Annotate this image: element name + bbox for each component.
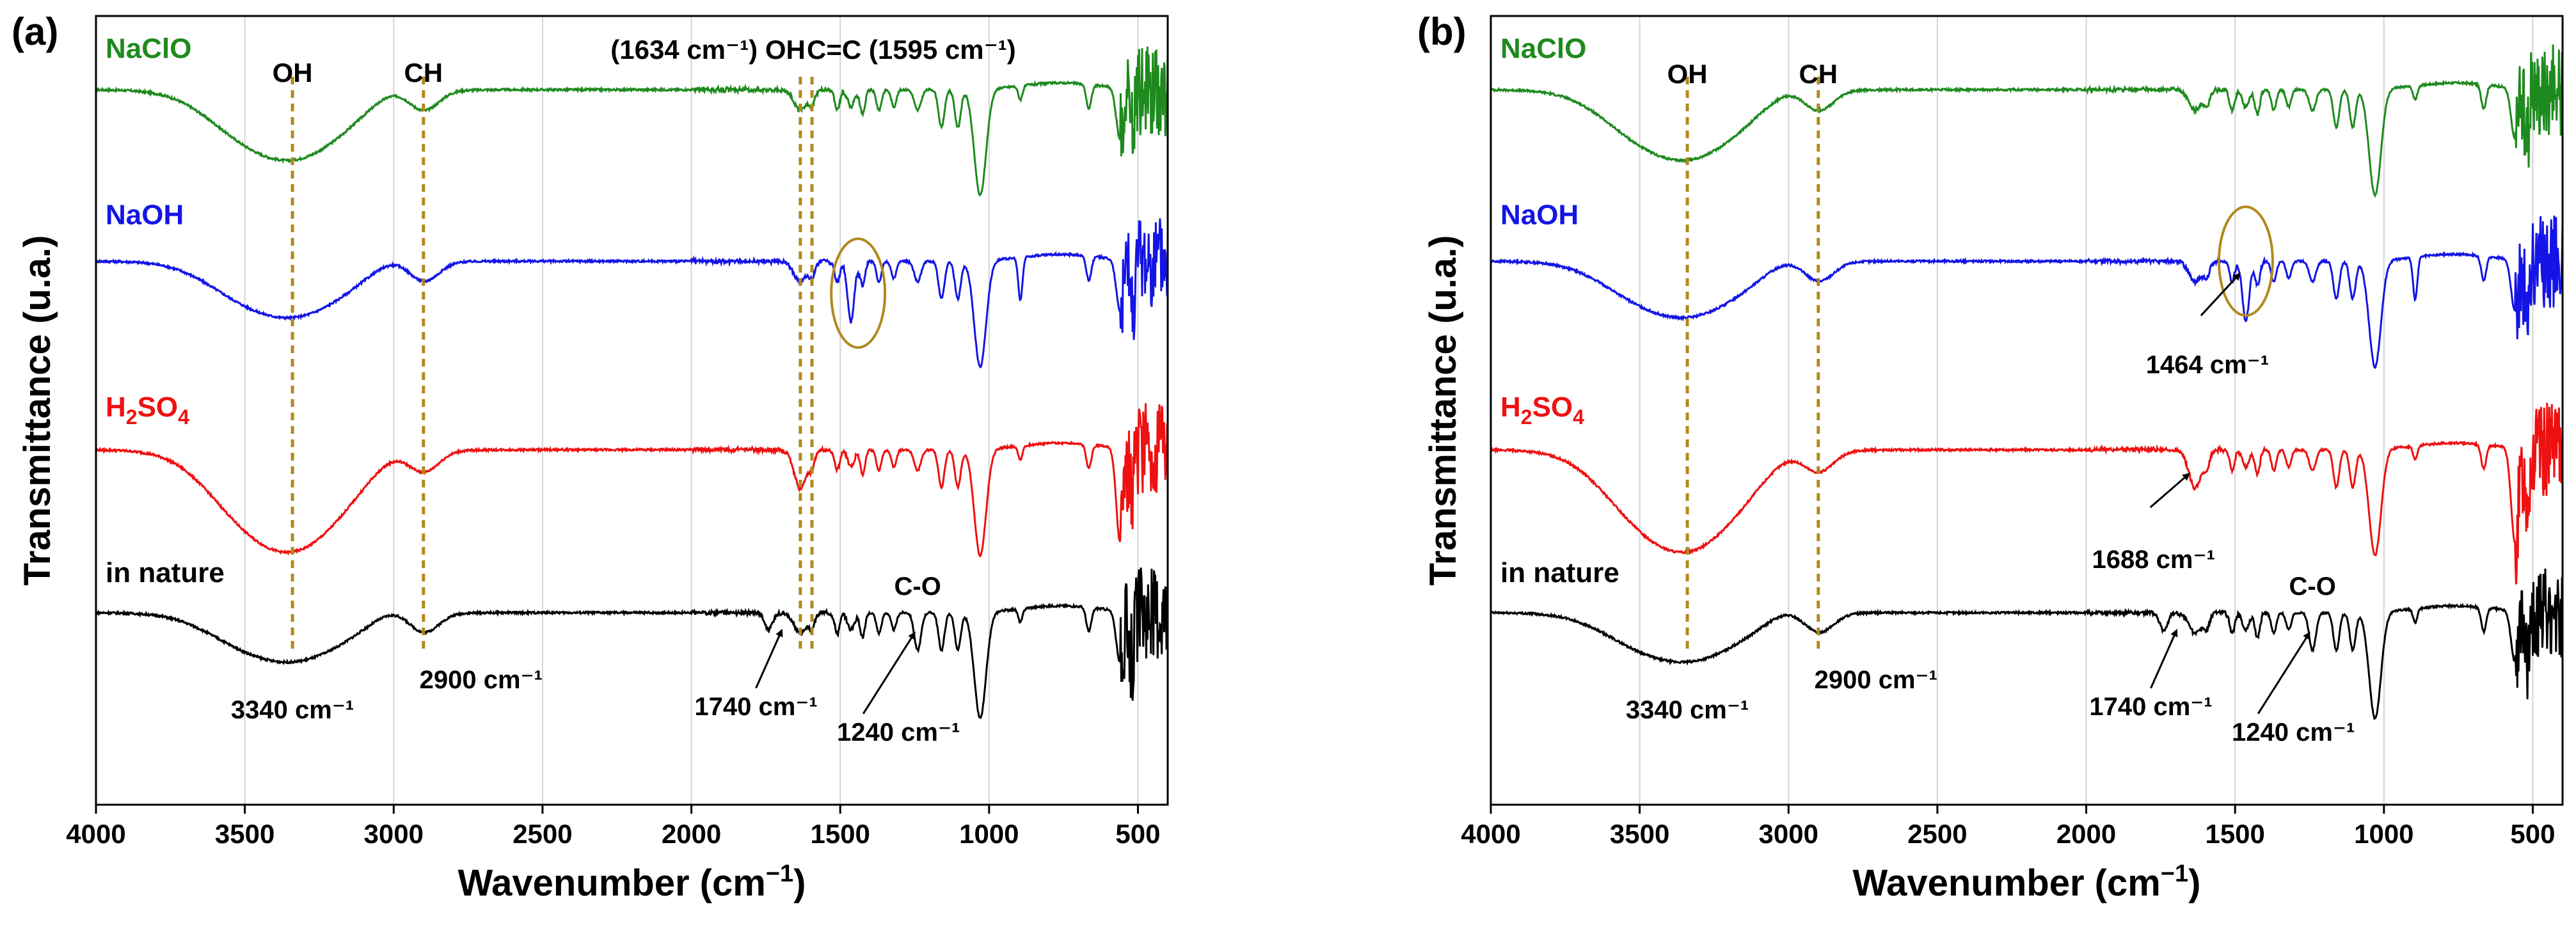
peak-label-3: C=C (1595 cm⁻¹) xyxy=(807,35,1016,65)
series-label-naoh: NaOH xyxy=(1500,199,1578,230)
series-label-nature: in nature xyxy=(106,557,225,589)
series-line-h2so4 xyxy=(1490,402,2564,585)
series-line-naclo xyxy=(95,46,1169,197)
annotation-2: 1740 cm⁻¹ xyxy=(2089,693,2212,721)
x-axis-title-close: ) xyxy=(2188,862,2200,904)
series-line-naclo xyxy=(1490,44,2564,198)
panel-label: (a) xyxy=(12,10,58,53)
panel-label: (b) xyxy=(1417,10,1467,53)
peak-label-0: OH xyxy=(1667,59,1708,89)
peak-label-1: CH xyxy=(1799,59,1838,89)
plot-frame xyxy=(1490,15,2564,806)
annotation-1: 2900 cm⁻¹ xyxy=(1815,666,1937,694)
grid-lines xyxy=(244,16,1139,805)
x-tick-label: 1000 xyxy=(2354,819,2413,849)
peak-label-0: OH xyxy=(273,58,313,88)
x-tick-label: 1500 xyxy=(2205,819,2264,849)
x-axis-title: Wavenumber (cm−1) xyxy=(458,860,806,904)
grid-lines xyxy=(1639,16,2534,805)
annotation-6: 1688 cm⁻¹ xyxy=(2092,546,2215,574)
y-axis-title: Transmittance (u.a.) xyxy=(1422,235,1464,586)
x-tick-label: 2000 xyxy=(662,819,721,849)
x-tick-label: 2000 xyxy=(2056,819,2116,849)
annotation-4: C-O xyxy=(894,573,941,601)
annotation-arrow-2 xyxy=(2150,629,2178,689)
plot-frame xyxy=(95,15,1169,806)
y-axis-title: Transmittance (u.a.) xyxy=(17,235,58,586)
x-tick-label: 3500 xyxy=(1610,819,1669,849)
series-label-nature: in nature xyxy=(1500,557,1619,589)
x-tick-label: 3000 xyxy=(364,819,424,849)
x-axis-title: Wavenumber (cm−1) xyxy=(1853,860,2201,904)
x-tick-label: 3500 xyxy=(215,819,274,849)
series-label-naclo: NaClO xyxy=(106,33,191,64)
series-label-naclo: NaClO xyxy=(1500,33,1586,64)
x-tick-label: 2500 xyxy=(513,819,572,849)
annotation-1: 2900 cm⁻¹ xyxy=(420,666,543,694)
x-tick-label: 1500 xyxy=(810,819,870,849)
series-label-naoh: NaOH xyxy=(106,199,184,230)
x-axis-title-close: ) xyxy=(793,862,806,904)
panel-b: (b) NaClO NaOH H2SO4 in nature OH CH 3340 cm⁻¹ 2… xyxy=(1417,10,2564,904)
x-tick-label: 500 xyxy=(1115,819,1160,849)
reference-lines xyxy=(290,77,814,651)
series-line-h2so4 xyxy=(95,403,1169,558)
highlight-ellipse xyxy=(830,237,887,349)
series-line-nature xyxy=(1490,568,2564,720)
x-tick-label: 1000 xyxy=(959,819,1019,849)
x-axis-title-exp: −1 xyxy=(766,860,793,887)
annotation-4: C-O xyxy=(2289,573,2336,601)
annotation-3: 1240 cm⁻¹ xyxy=(2232,718,2355,747)
panel-a: (a) NaClO NaOH H2SO4 in nature OH CH (1634 cm⁻¹… xyxy=(12,10,1169,904)
series-line-naoh xyxy=(95,218,1169,368)
x-tick-label: 2500 xyxy=(1907,819,1967,849)
annotation-2: 1740 cm⁻¹ xyxy=(694,693,817,721)
annotation-5: 1464 cm⁻¹ xyxy=(2146,351,2269,379)
annotation-0: 3340 cm⁻¹ xyxy=(231,696,354,724)
highlight-ellipse xyxy=(2217,205,2274,317)
series-label-h2so4: H2SO4 xyxy=(106,391,189,429)
x-tick-label: 4000 xyxy=(1461,819,1520,849)
annotation-0: 3340 cm⁻¹ xyxy=(1626,696,1749,724)
series-label-h2so4: H2SO4 xyxy=(1500,391,1584,429)
peak-label-2: (1634 cm⁻¹) OH xyxy=(610,35,806,65)
annotation-arrow-5 xyxy=(2200,273,2241,317)
x-axis-title-exp: −1 xyxy=(2161,860,2188,887)
annotation-arrow-3 xyxy=(2257,631,2310,715)
reference-lines xyxy=(1685,77,1820,651)
x-axis-title-main: Wavenumber (cm xyxy=(458,862,766,904)
annotation-3: 1240 cm⁻¹ xyxy=(837,718,960,747)
peak-label-1: CH xyxy=(404,58,443,88)
annotation-arrow-2 xyxy=(755,629,783,689)
x-tick-label: 500 xyxy=(2510,819,2555,849)
x-axis-title-main: Wavenumber (cm xyxy=(1853,862,2161,904)
annotation-arrow-6 xyxy=(2149,473,2190,509)
series-line-naoh xyxy=(1490,216,2564,370)
x-tick-label: 3000 xyxy=(1759,819,1818,849)
series-line-nature xyxy=(95,567,1169,719)
x-tick-label: 4000 xyxy=(66,819,125,849)
annotation-arrow-3 xyxy=(862,631,916,715)
